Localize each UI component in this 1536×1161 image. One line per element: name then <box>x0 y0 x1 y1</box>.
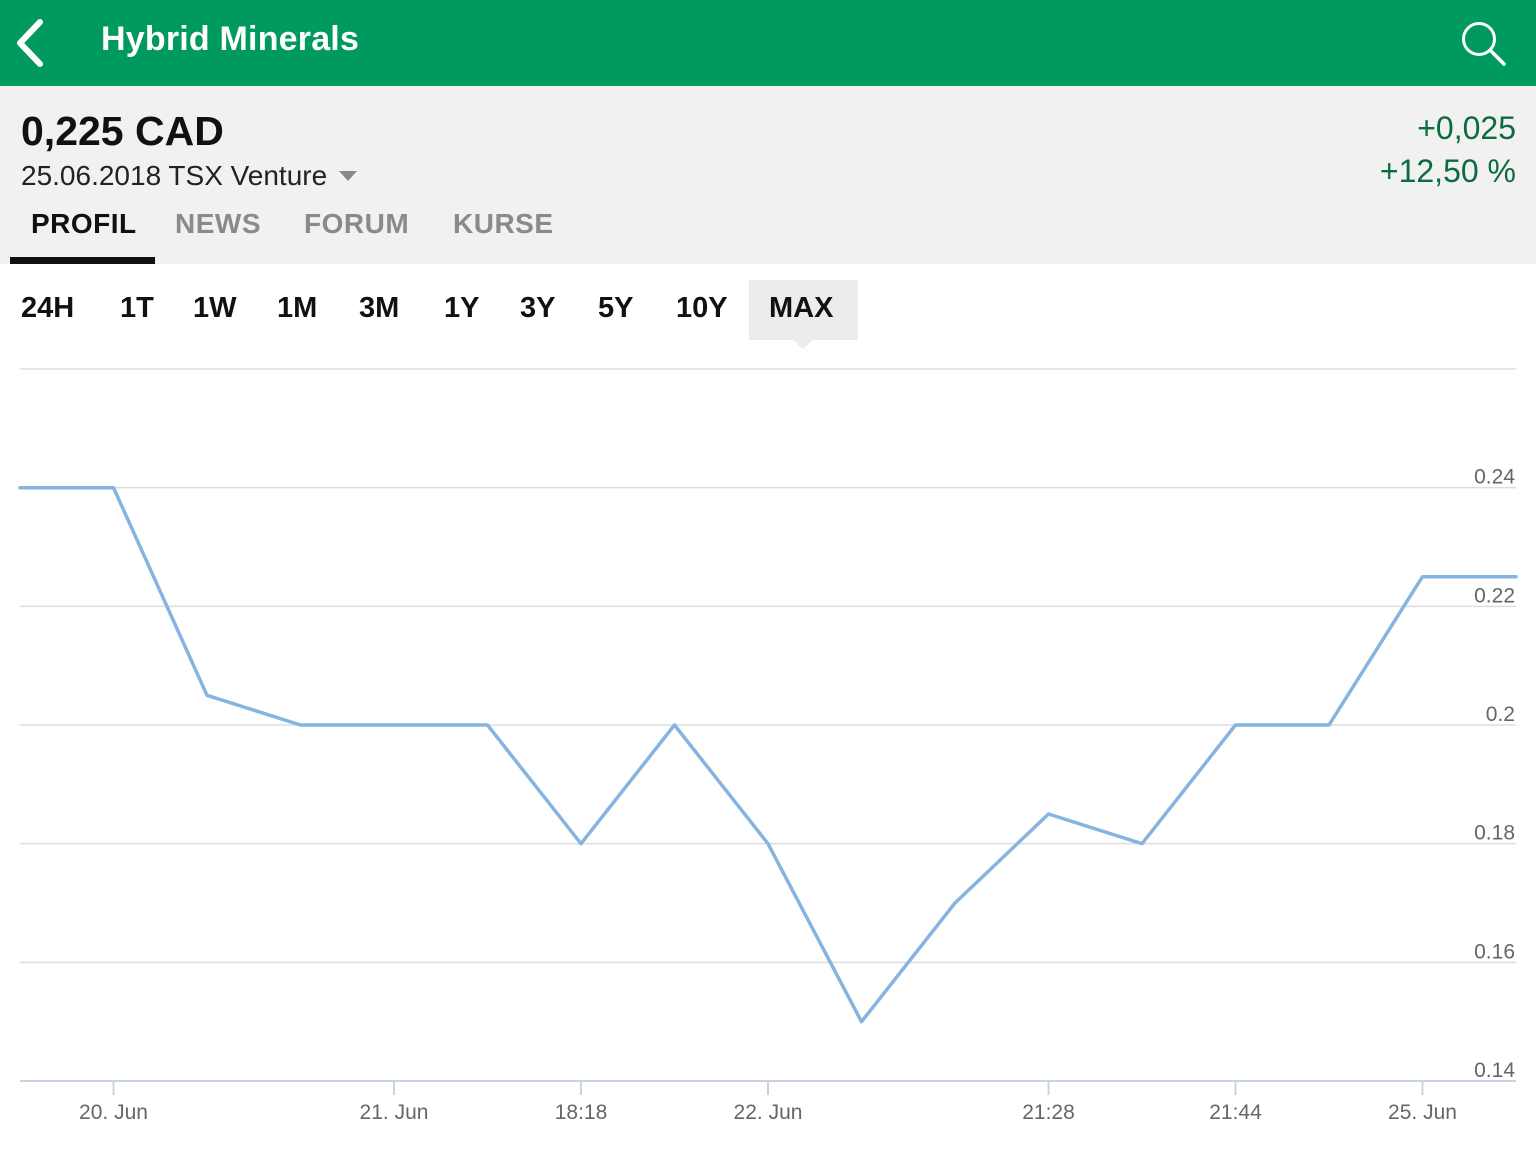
x-tick-label: 20. Jun <box>79 1101 148 1124</box>
x-tick-label: 21:28 <box>1022 1101 1075 1124</box>
range-1y[interactable]: 1Y <box>444 292 480 324</box>
range-1w[interactable]: 1W <box>193 292 237 324</box>
range-3y[interactable]: 3Y <box>520 292 556 324</box>
active-range-highlight <box>749 280 858 340</box>
x-tick-label: 25. Jun <box>1388 1101 1457 1124</box>
x-tick-label: 22. Jun <box>734 1101 803 1124</box>
y-tick-label: 0.18 <box>1474 822 1515 845</box>
x-tick-label: 21:44 <box>1209 1101 1262 1124</box>
quote-header: 0,225 CAD 25.06.2018 TSX Venture +0,025 … <box>0 86 1536 264</box>
search-icon <box>1462 22 1506 66</box>
price-series-line <box>18 485 1518 1024</box>
price-change: +0,025 <box>1417 110 1516 146</box>
x-tick-label: 18:18 <box>555 1101 608 1124</box>
exchange-label: 25.06.2018 TSX Venture <box>21 160 328 191</box>
app-bar: Hybrid Minerals <box>0 0 1536 86</box>
price-chart: 0.24 0.22 0.2 0.18 0.16 0.14 20. Jun 21. Jun 18:… <box>18 368 1518 1124</box>
range-1m[interactable]: 1M <box>277 292 318 324</box>
range-3m[interactable]: 3M <box>359 292 400 324</box>
y-tick-label: 0.24 <box>1474 466 1515 489</box>
range-10y[interactable]: 10Y <box>676 292 728 324</box>
y-tick-label: 0.16 <box>1474 940 1515 963</box>
range-5y[interactable]: 5Y <box>598 292 634 324</box>
active-tab-indicator <box>10 257 155 264</box>
range-max[interactable]: MAX <box>769 292 834 324</box>
search-button[interactable] <box>1456 16 1512 72</box>
page-title: Hybrid Minerals <box>101 20 360 58</box>
range-1t[interactable]: 1T <box>120 292 154 324</box>
y-tick-label: 0.2 <box>1486 703 1515 726</box>
tab-kurse[interactable]: KURSE <box>453 208 554 239</box>
tab-news[interactable]: NEWS <box>175 208 261 239</box>
active-range-pointer <box>793 340 813 349</box>
chevron-left-icon <box>17 19 43 67</box>
tab-forum[interactable]: FORUM <box>304 208 410 239</box>
back-button[interactable] <box>10 16 56 70</box>
current-price: 0,225 CAD <box>21 108 224 154</box>
y-tick-label: 0.14 <box>1474 1059 1515 1082</box>
range-24h[interactable]: 24H <box>21 292 75 324</box>
tab-profil[interactable]: PROFIL <box>31 208 137 239</box>
price-change-percent: +12,50 % <box>1379 153 1516 189</box>
y-tick-label: 0.22 <box>1474 584 1515 607</box>
caret-down-icon <box>339 170 358 181</box>
exchange-selector[interactable]: 25.06.2018 TSX Venture <box>21 160 358 192</box>
x-tick-label: 21. Jun <box>360 1101 429 1124</box>
